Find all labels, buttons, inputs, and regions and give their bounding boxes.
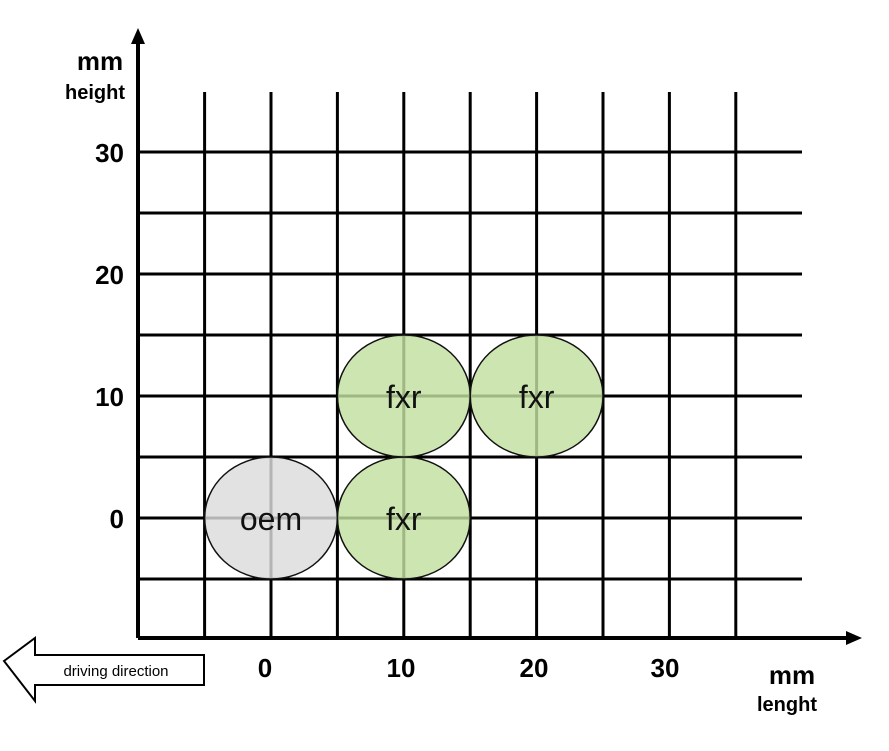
left-arrow-icon <box>2 636 205 704</box>
x-tick-label: 0 <box>258 653 272 683</box>
marker-circle <box>469 334 604 458</box>
x-tick-label: 30 <box>651 653 680 683</box>
driving-direction-label: driving direction <box>63 663 168 680</box>
x-axis-label: lenght <box>757 694 817 716</box>
marker-fxr: fxr <box>469 334 604 458</box>
driving-direction-arrow: driving direction <box>2 636 205 704</box>
y-axis-arrow-icon <box>131 28 145 44</box>
y-tick-label: 10 <box>95 382 124 412</box>
marker-label: oem <box>240 501 302 537</box>
y-tick-label: 20 <box>95 260 124 290</box>
marker-label: fxr <box>386 379 422 415</box>
x-unit: mm <box>769 660 815 690</box>
y-unit: mm <box>77 46 123 76</box>
marks: oem fxr fxr fxr <box>203 334 604 580</box>
x-tick-label: 10 <box>387 653 416 683</box>
marker-label: fxr <box>386 501 422 537</box>
x-tick-label: 20 <box>520 653 549 683</box>
axes: 0 10 20 30 0 10 20 30 <box>95 28 862 683</box>
marker-fxr: fxr <box>336 334 471 458</box>
marker-oem: oem <box>203 456 339 580</box>
marker-label: fxr <box>519 379 555 415</box>
y-tick-label: 30 <box>95 138 124 168</box>
y-tick-label: 0 <box>110 504 124 534</box>
marker-fxr: fxr <box>336 456 471 580</box>
x-axis-arrow-icon <box>846 631 862 645</box>
y-axis-label: height <box>65 82 125 104</box>
